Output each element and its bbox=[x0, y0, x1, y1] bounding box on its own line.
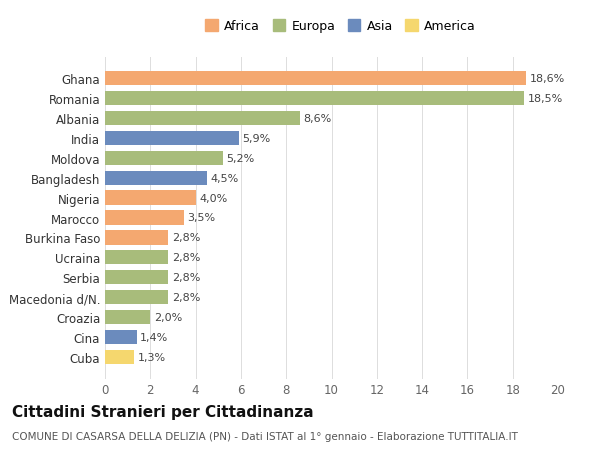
Bar bbox=[105, 251, 169, 265]
Bar bbox=[105, 290, 169, 304]
Text: COMUNE DI CASARSA DELLA DELIZIA (PN) - Dati ISTAT al 1° gennaio - Elaborazione T: COMUNE DI CASARSA DELLA DELIZIA (PN) - D… bbox=[12, 431, 518, 442]
Text: 3,5%: 3,5% bbox=[188, 213, 216, 223]
Text: 2,8%: 2,8% bbox=[172, 292, 200, 302]
Text: 18,5%: 18,5% bbox=[527, 94, 563, 104]
Text: 2,8%: 2,8% bbox=[172, 273, 200, 283]
Bar bbox=[105, 270, 169, 285]
Text: Cittadini Stranieri per Cittadinanza: Cittadini Stranieri per Cittadinanza bbox=[12, 404, 314, 419]
Bar bbox=[105, 112, 300, 126]
Text: 4,5%: 4,5% bbox=[211, 174, 239, 183]
Text: 18,6%: 18,6% bbox=[530, 74, 565, 84]
Bar bbox=[105, 92, 524, 106]
Bar bbox=[105, 171, 207, 185]
Text: 2,8%: 2,8% bbox=[172, 253, 200, 263]
Bar bbox=[105, 350, 134, 364]
Bar bbox=[105, 151, 223, 166]
Text: 8,6%: 8,6% bbox=[303, 114, 331, 124]
Text: 2,8%: 2,8% bbox=[172, 233, 200, 243]
Bar bbox=[105, 191, 196, 205]
Text: 5,9%: 5,9% bbox=[242, 134, 270, 144]
Text: 1,4%: 1,4% bbox=[140, 332, 169, 342]
Bar bbox=[105, 211, 184, 225]
Bar bbox=[105, 72, 526, 86]
Bar bbox=[105, 231, 169, 245]
Bar bbox=[105, 310, 151, 325]
Text: 2,0%: 2,0% bbox=[154, 312, 182, 322]
Text: 5,2%: 5,2% bbox=[226, 153, 254, 163]
Legend: Africa, Europa, Asia, America: Africa, Europa, Asia, America bbox=[205, 20, 476, 33]
Bar bbox=[105, 132, 239, 146]
Text: 1,3%: 1,3% bbox=[138, 352, 166, 362]
Bar bbox=[105, 330, 137, 344]
Text: 4,0%: 4,0% bbox=[199, 193, 227, 203]
